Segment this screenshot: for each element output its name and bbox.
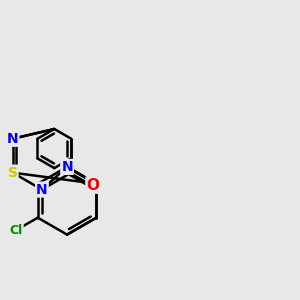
Text: S: S bbox=[8, 166, 18, 180]
Text: Cl: Cl bbox=[10, 224, 23, 237]
Text: N: N bbox=[36, 182, 48, 197]
Text: N: N bbox=[7, 132, 18, 146]
Text: N: N bbox=[61, 160, 73, 174]
Text: O: O bbox=[86, 178, 99, 193]
